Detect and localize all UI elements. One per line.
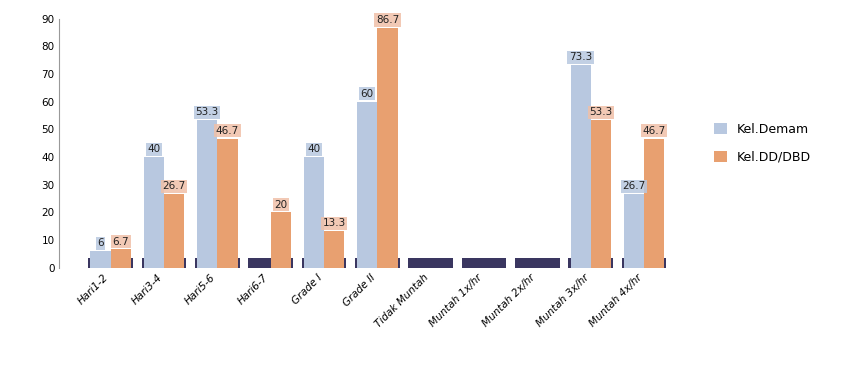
Bar: [142, 258, 187, 268]
Bar: [88, 258, 133, 268]
Bar: [302, 258, 346, 268]
Bar: [90, 251, 110, 268]
Bar: [355, 258, 399, 268]
Bar: [195, 258, 240, 268]
Bar: [622, 258, 667, 268]
Text: 60: 60: [360, 89, 374, 99]
Bar: [197, 120, 217, 268]
Text: 6: 6: [98, 238, 103, 248]
Text: 46.7: 46.7: [643, 126, 666, 136]
Text: 46.7: 46.7: [215, 126, 239, 136]
Text: 53.3: 53.3: [196, 108, 219, 118]
Bar: [110, 249, 131, 268]
Text: 53.3: 53.3: [589, 108, 612, 118]
Text: 73.3: 73.3: [569, 52, 592, 62]
Bar: [357, 102, 377, 268]
Text: 40: 40: [307, 144, 321, 154]
Bar: [571, 65, 591, 268]
Bar: [644, 138, 665, 268]
Text: 13.3: 13.3: [322, 218, 346, 228]
Bar: [324, 231, 344, 268]
Bar: [377, 28, 398, 268]
Bar: [568, 258, 613, 268]
Bar: [217, 138, 237, 268]
Bar: [624, 194, 644, 268]
Text: 86.7: 86.7: [376, 15, 399, 25]
Bar: [143, 157, 164, 268]
Text: 6.7: 6.7: [113, 237, 129, 247]
Bar: [591, 120, 611, 268]
Bar: [248, 258, 293, 268]
Text: 20: 20: [274, 200, 287, 210]
Bar: [462, 258, 506, 268]
Bar: [409, 258, 453, 268]
Text: 40: 40: [148, 144, 160, 154]
Text: 26.7: 26.7: [163, 181, 186, 191]
Bar: [164, 194, 184, 268]
Legend: Kel.Demam, Kel.DD/DBD: Kel.Demam, Kel.DD/DBD: [708, 116, 817, 170]
Text: 26.7: 26.7: [622, 181, 645, 191]
Bar: [304, 157, 324, 268]
Bar: [271, 212, 291, 268]
Bar: [515, 258, 560, 268]
